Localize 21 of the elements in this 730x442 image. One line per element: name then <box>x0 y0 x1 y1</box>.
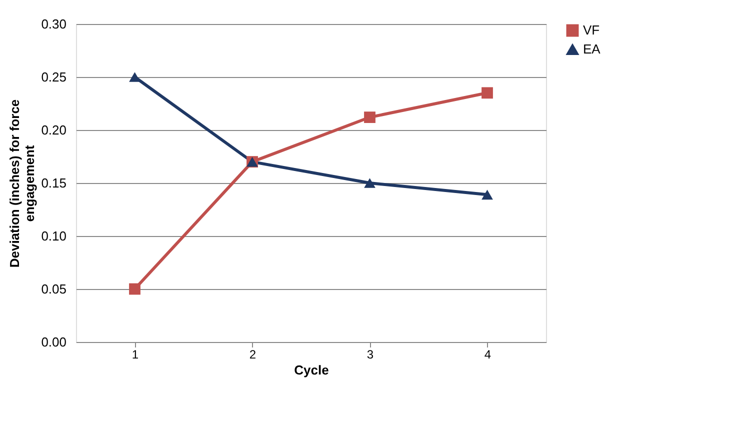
y-tick-label: 0.10 <box>41 228 66 244</box>
legend-label: EA <box>583 42 601 56</box>
point <box>482 87 493 99</box>
y-tick-label: 0.15 <box>41 176 66 190</box>
x-axis-title: Cycle <box>294 362 329 378</box>
y-tick-label: 0.05 <box>41 282 66 296</box>
y-tick-label: 0.25 <box>41 70 66 84</box>
point <box>129 72 140 82</box>
x-tick-label: 1 <box>132 348 139 362</box>
y-tick-label: 0.00 <box>41 334 66 350</box>
x-tick-label: 3 <box>366 348 374 362</box>
point <box>364 178 376 188</box>
y-tick-label: 0.30 <box>41 16 66 32</box>
x-tick-label: 4 <box>484 348 492 362</box>
point <box>129 283 140 295</box>
legend-label: VF <box>583 22 600 38</box>
x-tick-label: 2 <box>249 348 256 362</box>
point <box>482 190 493 200</box>
y-tick-label: 0.20 <box>41 122 66 138</box>
y-axis-title: Deviation (inches) for force engagement <box>7 99 38 268</box>
point <box>364 112 376 123</box>
